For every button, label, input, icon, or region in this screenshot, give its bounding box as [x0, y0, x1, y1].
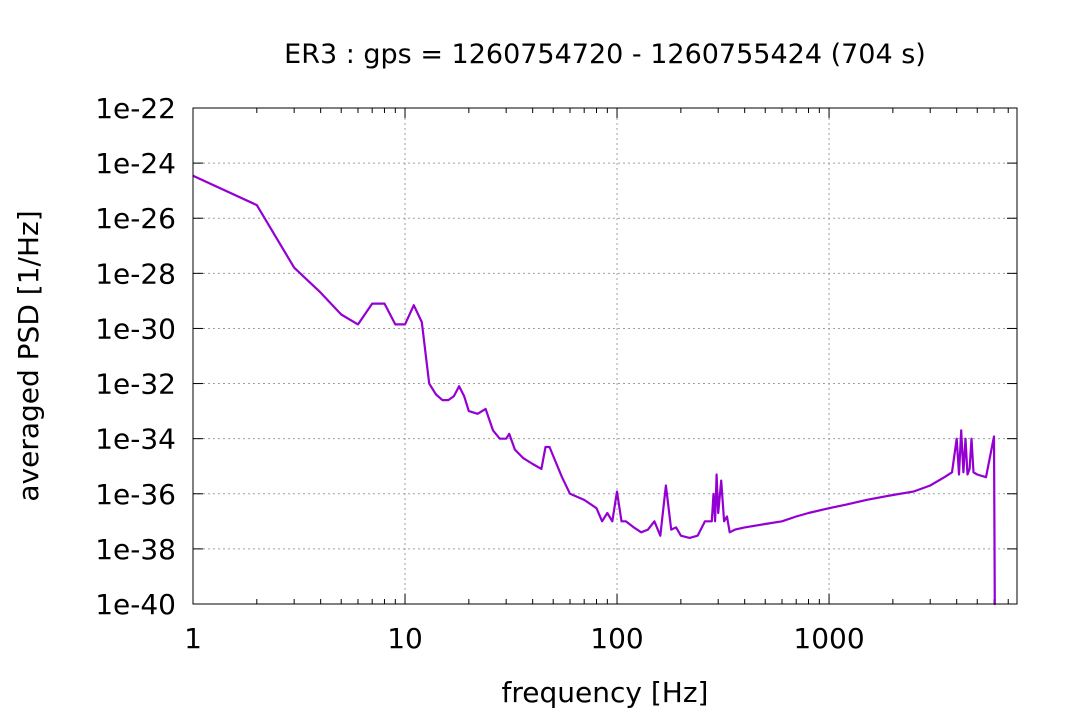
y-tick-label: 1e-38	[95, 533, 176, 566]
y-tick-label: 1e-36	[95, 478, 176, 511]
y-tick-label: 1e-34	[95, 423, 176, 456]
plot-area	[192, 107, 1018, 605]
x-tick-label: 10	[387, 622, 423, 655]
y-tick-label: 1e-40	[95, 588, 176, 621]
x-tick-label: 1000	[793, 622, 864, 655]
x-axis-label: frequency [Hz]	[502, 676, 709, 709]
y-tick-label: 1e-26	[95, 202, 176, 235]
y-tick-label: 1e-30	[95, 312, 176, 345]
y-tick-label: 1e-28	[95, 257, 176, 290]
y-axis-label: averaged PSD [1/Hz]	[12, 210, 45, 501]
x-tick-label: 1	[184, 622, 202, 655]
x-tick-label: 100	[590, 622, 643, 655]
axis-ticks: 1 10 100 1000 1e-22 1e-24 1e-26 1e-28 1e-30 1e-32…	[95, 92, 1017, 655]
psd-series-line	[192, 174, 996, 606]
grid	[193, 108, 1017, 604]
series-layer	[192, 174, 996, 606]
y-tick-label: 1e-32	[95, 368, 176, 401]
y-tick-label: 1e-22	[95, 92, 176, 125]
chart-title: ER3 : gps = 1260754720 - 1260755424 (704…	[284, 39, 926, 70]
y-tick-label: 1e-24	[95, 147, 176, 180]
